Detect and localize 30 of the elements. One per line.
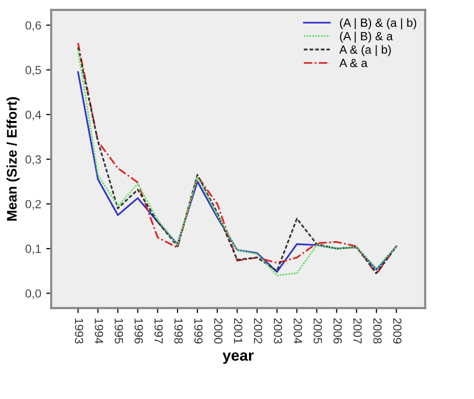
x-tick-label: 2006 <box>333 318 342 344</box>
y-tick-label: 0,3 <box>26 155 41 166</box>
x-tick-label: 1999 <box>194 318 203 344</box>
x-tick-label: 2004 <box>294 318 302 344</box>
y-tick-label: 0,1 <box>26 244 41 254</box>
legend-label: (A | B) & (a | b) <box>340 18 416 30</box>
x-axis-title: year <box>222 352 254 364</box>
x-tick-label: 1997 <box>154 318 163 344</box>
x-tick-label: 2008 <box>373 318 382 344</box>
y-tick-label: 0,2 <box>26 200 41 210</box>
y-tick-label: 0,5 <box>26 66 41 76</box>
y-tick-label: 0,6 <box>26 21 41 31</box>
x-tick-label: 2009 <box>393 318 402 344</box>
x-tick-label: 1996 <box>134 318 143 344</box>
x-tick-label: 1998 <box>174 318 183 344</box>
legend-label: A & a <box>339 58 368 68</box>
y-axis-title: Mean (Size / Effort) <box>6 97 20 221</box>
legend-label: A & (a | b) <box>339 45 391 56</box>
legend-label: (A | B) & a <box>340 32 393 43</box>
x-tick-label: 1995 <box>114 318 124 344</box>
x-tick-label: 2002 <box>254 318 262 344</box>
x-tick-label: 2000 <box>214 318 222 344</box>
x-tick-label: 1994 <box>94 318 104 344</box>
x-tick-label: 2001 <box>234 318 242 344</box>
x-tick-label: 2003 <box>274 318 282 344</box>
y-tick-label: 0,0 <box>26 289 42 300</box>
x-tick-label: 1993 <box>74 318 84 344</box>
x-tick-label: 2005 <box>314 318 322 344</box>
y-tick-label: 0,4 <box>26 110 42 120</box>
x-tick-label: 2007 <box>353 318 362 344</box>
